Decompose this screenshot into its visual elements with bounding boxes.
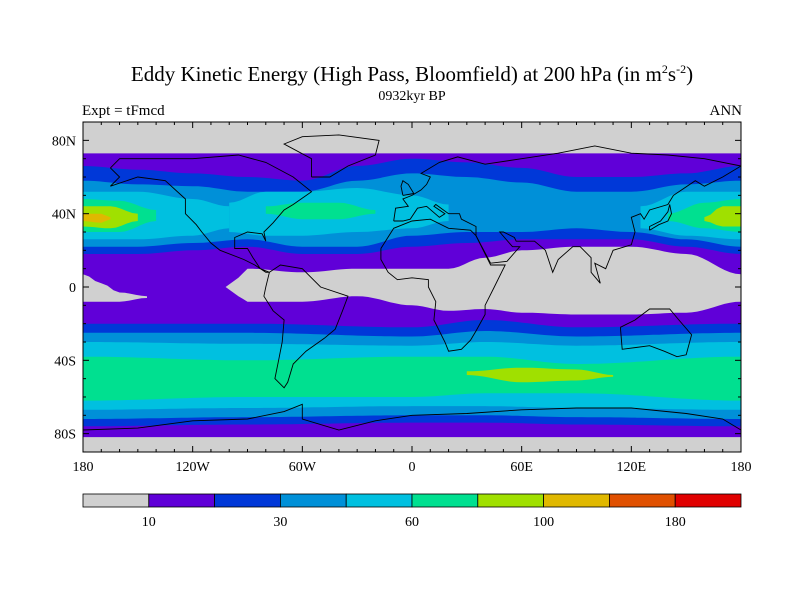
y-tick-label: 40S (54, 354, 76, 369)
x-tick-label: 60W (289, 460, 317, 475)
title-text: Eddy Kinetic Energy (High Pass, Bloomfie… (130, 62, 662, 86)
y-tick-label: 80N (52, 134, 76, 149)
y-tick-label: 40N (52, 208, 76, 223)
coastline-eurasia (393, 145, 741, 222)
coastline-africa (380, 218, 506, 352)
experiment-label: Expt = tFmcd (82, 103, 165, 119)
y-tick-label: 0 (69, 281, 76, 296)
colorbar-label: 30 (273, 515, 287, 530)
contour-region-nh-green-atlantic (265, 202, 376, 220)
x-tick-label: 60E (510, 460, 533, 475)
y-tick-label: 80S (54, 428, 76, 443)
x-tick-label: 120W (176, 460, 211, 475)
x-tick-label: 180 (731, 460, 752, 475)
colorbar-label: 100 (533, 515, 554, 530)
contour-fill (83, 122, 741, 452)
colorbar-box (543, 493, 610, 508)
chart-title: Eddy Kinetic Energy (High Pass, Bloomfie… (0, 62, 800, 87)
contour-region-arctic-gray (83, 122, 741, 154)
coastline-antarctica (83, 403, 741, 431)
title-superscript-2: -2 (676, 62, 687, 76)
colorbar-box (609, 493, 676, 508)
contour-region-sh-lime (466, 367, 614, 383)
coastline-greenland (283, 134, 380, 178)
colorbar-box (279, 493, 347, 508)
colorbar-box (148, 493, 216, 508)
colorbar-box (411, 493, 479, 508)
x-tick-label: 180 (73, 460, 94, 475)
contour-region-tropics-gray-main (225, 246, 741, 315)
coastlines (83, 134, 741, 431)
season-label: ANN (709, 103, 743, 119)
title-text-s: s (667, 62, 677, 86)
contour-region-nh-lime-west-pacific (704, 206, 741, 227)
x-tick-label: 120E (617, 460, 647, 475)
coastline-australia (619, 308, 693, 358)
colorbar-label: 10 (142, 515, 156, 530)
coastline-north-america (110, 154, 313, 273)
contour-region-nh-gold-pacific (83, 213, 111, 223)
title-superscript: 2 (661, 62, 668, 76)
coastline-asia-east-south (393, 165, 741, 284)
colorbar-label: 60 (405, 515, 419, 530)
coastline-japan (649, 204, 672, 231)
colorbar-box (214, 493, 281, 508)
coastline-south-america (263, 264, 349, 389)
contour-region-antarctic-gray (83, 437, 741, 452)
colorbar-box (345, 493, 413, 508)
x-tick-label: 0 (409, 460, 416, 475)
title-close: ) (686, 62, 694, 86)
chart-subtitle: 0932kyr BP (378, 89, 446, 104)
colorbar-label: 180 (665, 515, 686, 530)
coastline-great-britain (400, 179, 415, 196)
contour-region-sh-green (83, 356, 741, 401)
colorbar-box (477, 493, 544, 508)
contour-region-tropics-gray-dateline (83, 274, 147, 302)
colorbar-box (82, 493, 150, 508)
colorbar: 10 30 60 100 180 (82, 493, 742, 530)
colorbar-box (674, 493, 742, 508)
axis-ticks: 180 120W 60W 0 60E 120E 180 80N 40N 0 40S 80S (52, 121, 752, 475)
